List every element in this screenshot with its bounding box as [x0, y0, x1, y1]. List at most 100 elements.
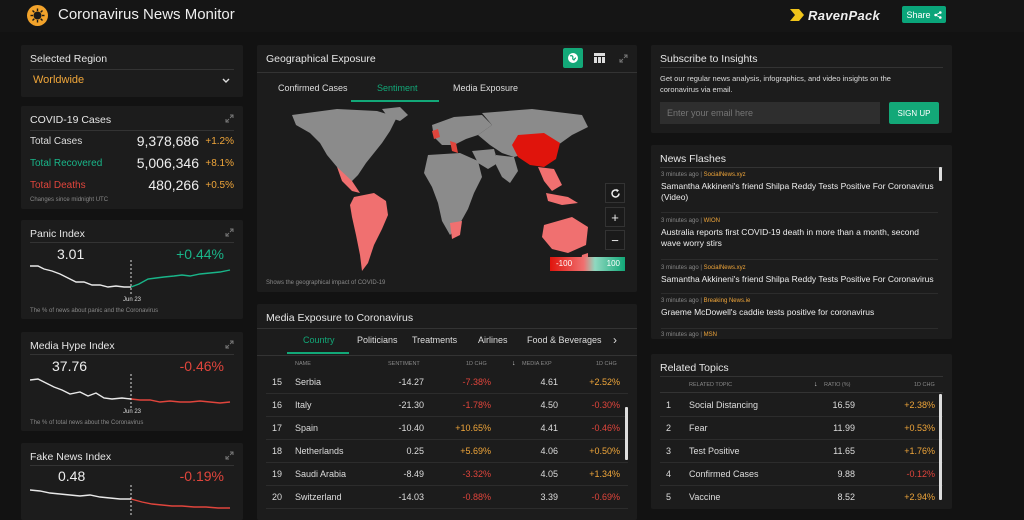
media-table: 15 Serbia -14.27 -7.38% 4.61 +2.52% 16 Italy -2… — [257, 371, 637, 520]
total-cases-value: 9,378,686 — [136, 133, 199, 149]
region-title: Selected Region — [30, 53, 108, 65]
cases-note: Changes since midnight UTC — [30, 197, 109, 203]
expand-icon[interactable] — [225, 114, 234, 123]
panic-panel: Panic Index 3.01 +0.44% Jun 23 The % of … — [21, 220, 243, 319]
total-deaths-value: 480,266 — [148, 177, 199, 193]
hype-date: Jun 23 — [123, 409, 142, 415]
zoom-out-button[interactable]: − — [605, 230, 625, 250]
subscribe-text: Get our regular news analysis, infograph… — [660, 74, 891, 94]
brand-name: RavenPack — [808, 7, 881, 23]
col-name[interactable]: NAME — [295, 361, 311, 367]
geo-caption: Shows the geographical impact of COVID-1… — [266, 280, 386, 286]
tab-food-beverages[interactable]: Food & Beverages — [527, 335, 602, 345]
tab-confirmed-cases[interactable]: Confirmed Cases — [278, 83, 348, 93]
app-title: Coronavirus News Monitor — [58, 6, 235, 23]
brand-logo: RavenPack — [790, 7, 880, 23]
table-row[interactable]: 17 Spain -10.40 +10.65% 4.41 -0.46% — [257, 417, 637, 440]
tab-politicians[interactable]: Politicians — [357, 335, 398, 345]
email-field[interactable] — [660, 102, 880, 124]
expand-icon[interactable] — [225, 451, 234, 460]
cases-panel: COVID-19 Cases Total Cases 9,378,686 +1.… — [21, 106, 243, 209]
geo-tabs: Confirmed Cases Sentiment Media Exposure — [257, 75, 637, 102]
geo-title: Geographical Exposure — [266, 53, 376, 65]
list-item[interactable]: 3 minutes ago | MSN — [661, 332, 717, 338]
refresh-map-button[interactable] — [605, 183, 625, 203]
panic-value: 3.01 — [57, 246, 85, 262]
zoom-in-button[interactable]: + — [605, 207, 625, 227]
signup-button[interactable]: SIGN UP — [889, 102, 939, 124]
table-row[interactable]: 1 Social Distancing 16.59 +2.38% — [651, 394, 952, 417]
share-button[interactable]: Share — [902, 6, 946, 23]
expand-icon[interactable] — [225, 340, 234, 349]
cases-title: COVID-19 Cases — [30, 114, 112, 126]
expand-icon[interactable] — [225, 228, 234, 237]
col-related-topic[interactable]: RELATED TOPIC — [689, 382, 733, 388]
panic-title: Panic Index — [30, 228, 85, 240]
tab-media-exposure[interactable]: Media Exposure — [453, 83, 519, 93]
media-table-header: NAME SENTIMENT 1D CHG ↓ MEDIA EXP 1D CHG — [257, 358, 637, 372]
sort-down-icon: ↓ — [512, 360, 516, 367]
region-panel: Selected Region Worldwide — [21, 45, 243, 97]
list-item[interactable]: 3 minutes ago | Breaking News.ie Graeme … — [661, 298, 875, 317]
table-row[interactable]: 3 Test Positive 11.65 +1.76% — [651, 440, 952, 463]
zoom-in-icon: + — [611, 209, 619, 225]
col-ratio[interactable]: RATIO (%) — [824, 382, 851, 388]
share-icon — [933, 10, 942, 19]
panic-date: Jun 23 — [123, 297, 142, 303]
tabs-next-arrow[interactable]: › — [613, 333, 617, 347]
hype-panel: Media Hype Index 37.76 -0.46% Jun 23 The… — [21, 332, 243, 431]
news-scrollbar[interactable] — [939, 167, 942, 181]
table-row[interactable]: 2 Fear 11.99 +0.53% — [651, 417, 952, 440]
media-title: Media Exposure to Coronavirus — [266, 312, 414, 324]
table-row[interactable]: 15 Serbia -14.27 -7.38% 4.61 +2.52% — [257, 371, 637, 394]
fake-sparkline — [30, 485, 230, 515]
globe-icon — [568, 53, 578, 63]
total-deaths-label: Total Deaths — [30, 180, 86, 191]
table-row[interactable]: 18 Netherlands 0.25 +5.69% 4.06 +0.50% — [257, 440, 637, 463]
col-1d-change[interactable]: 1D CHG — [466, 361, 487, 367]
total-recovered-change: +8.1% — [205, 158, 234, 169]
table-row[interactable]: 19 Saudi Arabia -8.49 -3.32% 4.05 +1.34% — [257, 463, 637, 486]
total-recovered-value: 5,006,346 — [136, 155, 199, 171]
region-select[interactable]: Worldwide — [30, 72, 234, 92]
ravenpack-mark-icon — [790, 9, 804, 21]
table-row[interactable]: 20 Switzerland -14.03 -0.88% 3.39 -0.69% — [257, 486, 637, 509]
total-cases-change: +1.2% — [205, 136, 234, 147]
tab-treatments[interactable]: Treatments — [412, 335, 458, 345]
col-1d-change-2[interactable]: 1D CHG — [596, 361, 617, 367]
topics-table: 1 Social Distancing 16.59 +2.38% 2 Fear 11.99… — [651, 394, 952, 509]
expand-icon[interactable] — [619, 54, 628, 63]
fake-value: 0.48 — [58, 468, 86, 484]
zoom-out-icon: − — [611, 232, 619, 248]
list-item[interactable]: 3 minutes ago | SocialNews.xyz Samantha … — [661, 265, 934, 284]
panic-change: +0.44% — [176, 246, 224, 262]
col-sentiment[interactable]: SENTIMENT — [388, 361, 420, 367]
tab-country[interactable]: Country — [303, 335, 335, 345]
table-row[interactable]: 16 Italy -21.30 -1.78% 4.50 -0.30% — [257, 394, 637, 417]
table-icon[interactable] — [594, 53, 605, 63]
tab-airlines[interactable]: Airlines — [478, 335, 508, 345]
table-row[interactable]: 4 Confirmed Cases 9.88 -0.12% — [651, 463, 952, 486]
total-recovered-label: Total Recovered — [30, 158, 103, 169]
geo-panel: Geographical Exposure Confirmed Cases Se… — [257, 45, 637, 292]
table-scrollbar[interactable] — [625, 407, 628, 460]
panic-sparkline — [30, 260, 231, 296]
table-row[interactable]: 5 Vaccine 8.52 +2.94% — [666, 492, 935, 502]
hype-change: -0.46% — [179, 358, 224, 374]
topics-panel: Related Topics RELATED TOPIC ↓ RATIO (%)… — [651, 354, 952, 509]
col-1d-change[interactable]: 1D CHG — [914, 382, 935, 388]
tab-sentiment[interactable]: Sentiment — [377, 83, 418, 93]
legend-max: 100 — [606, 259, 620, 268]
active-tab-indicator — [287, 352, 349, 354]
hype-title: Media Hype Index — [30, 340, 115, 352]
list-item[interactable]: 3 minutes ago | WION Australia reports f… — [661, 218, 919, 248]
active-tab-indicator — [351, 100, 439, 102]
media-panel: Media Exposure to Coronavirus Country Po… — [257, 304, 637, 520]
topics-scrollbar[interactable] — [939, 394, 942, 500]
globe-view-button[interactable] — [563, 48, 583, 68]
chevron-down-icon — [222, 78, 230, 83]
col-media-exposure[interactable]: MEDIA EXP — [522, 361, 552, 367]
sort-down-icon: ↓ — [814, 381, 818, 388]
world-map[interactable] — [282, 105, 592, 280]
list-item[interactable]: 3 minutes ago | SocialNews.xyz Samantha … — [661, 172, 934, 202]
